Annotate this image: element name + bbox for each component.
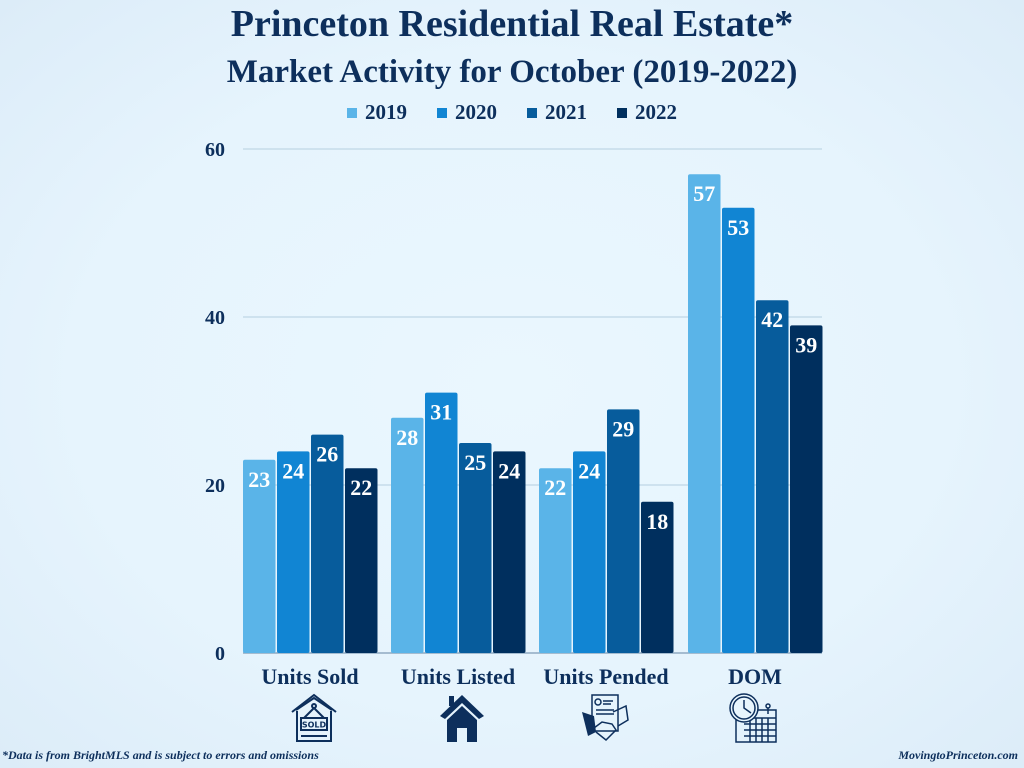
svg-text:SOLD: SOLD	[302, 721, 327, 730]
data-label-2020-units-listed: 31	[430, 400, 452, 425]
legend-swatch-2019	[347, 107, 357, 118]
house-icon	[440, 695, 484, 742]
legend-label-2020: 2020	[455, 100, 497, 124]
bar-2021-units-pended	[607, 409, 640, 653]
data-label-2021-dom: 42	[761, 307, 783, 332]
data-label-2021-units-listed: 25	[464, 450, 486, 475]
y-tick-label-60: 60	[205, 139, 225, 161]
data-label-2022-units-pended: 18	[646, 509, 668, 534]
bar-2022-dom	[790, 325, 823, 653]
category-label-units-pended: Units Pended	[543, 664, 669, 689]
data-label-2019-units-pended: 22	[544, 475, 566, 500]
bar-2020-units-listed	[425, 392, 458, 653]
chart-title: Princeton Residential Real Estate*	[230, 3, 794, 45]
data-label-2019-dom: 57	[693, 181, 715, 206]
handshake-contract-icon	[582, 694, 629, 742]
legend-swatch-2021	[527, 107, 537, 118]
data-label-2022-dom: 39	[795, 332, 817, 357]
bar-2022-units-listed	[493, 451, 526, 653]
data-label-2019-units-listed: 28	[396, 425, 418, 450]
bar-2019-units-listed	[391, 417, 424, 653]
legend-label-2022: 2022	[635, 100, 677, 124]
data-label-2020-units-pended: 24	[578, 458, 600, 483]
bar-2020-units-sold	[277, 451, 310, 653]
legend-item-2022: 2022	[617, 100, 677, 125]
bar-2020-dom	[722, 207, 755, 654]
data-label-2020-units-sold: 24	[282, 458, 304, 483]
legend-item-2020: 2020	[437, 100, 497, 125]
bar-2021-units-sold	[311, 434, 344, 653]
y-tick-label-0: 0	[215, 643, 225, 665]
disclaimer-text: *Data is from BrightMLS and is subject t…	[2, 748, 319, 762]
clock-calendar-icon	[729, 693, 777, 743]
data-label-2021-units-pended: 29	[612, 416, 634, 441]
y-tick-label-20: 20	[205, 475, 225, 497]
source-text: MovingtoPrinceton.com	[898, 748, 1018, 762]
category-label-units-sold: Units Sold	[261, 664, 359, 689]
data-label-2022-units-sold: 22	[350, 475, 372, 500]
legend-swatch-2020	[437, 107, 447, 118]
category-label-units-listed: Units Listed	[400, 664, 516, 689]
data-label-2020-dom: 53	[727, 215, 749, 240]
bar-2022-units-sold	[345, 468, 378, 653]
category-label-dom: DOM	[728, 664, 782, 689]
bar-2019-dom	[688, 174, 721, 653]
data-label-2019-units-sold: 23	[248, 467, 270, 492]
y-tick-label-40: 40	[205, 307, 225, 329]
legend: 2019 2020 2021 2022	[0, 100, 1024, 125]
legend-label-2021: 2021	[545, 100, 587, 124]
legend-item-2021: 2021	[527, 100, 587, 125]
bar-2019-units-sold	[243, 459, 276, 653]
sold-sign-house-icon: SOLD	[291, 693, 337, 742]
bar-2020-units-pended	[573, 451, 606, 653]
bar-2021-units-listed	[459, 443, 492, 653]
bar-2021-dom	[756, 300, 789, 653]
legend-swatch-2022	[617, 107, 627, 118]
data-label-2022-units-listed: 24	[498, 458, 520, 483]
legend-item-2019: 2019	[347, 100, 407, 125]
bar-2019-units-pended	[539, 468, 572, 653]
data-label-2021-units-sold: 26	[316, 442, 338, 467]
chart-subtitle: Market Activity for October (2019-2022)	[226, 54, 798, 90]
legend-label-2019: 2019	[365, 100, 407, 124]
bar-2022-units-pended	[641, 501, 674, 653]
